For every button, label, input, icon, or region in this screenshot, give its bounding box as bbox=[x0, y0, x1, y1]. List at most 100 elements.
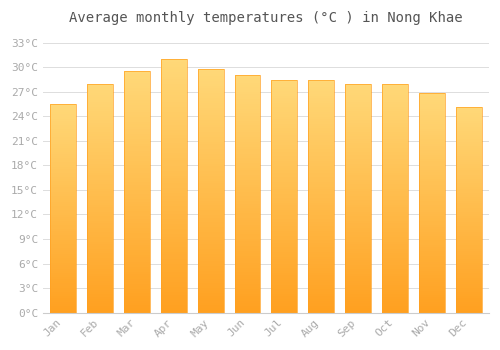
Bar bbox=[345, 237, 371, 239]
Bar bbox=[456, 158, 481, 160]
Bar bbox=[345, 253, 371, 255]
Bar bbox=[124, 240, 150, 243]
Bar bbox=[419, 135, 444, 137]
Bar bbox=[456, 275, 481, 278]
Bar bbox=[308, 222, 334, 224]
Bar bbox=[161, 308, 186, 310]
Bar bbox=[419, 186, 444, 188]
Bar bbox=[87, 237, 113, 239]
Bar bbox=[382, 171, 408, 173]
Bar bbox=[161, 120, 186, 122]
Bar bbox=[419, 118, 444, 120]
Bar bbox=[308, 163, 334, 166]
Bar bbox=[87, 95, 113, 97]
Bar bbox=[345, 235, 371, 237]
Bar bbox=[419, 148, 444, 150]
Bar bbox=[161, 122, 186, 125]
Bar bbox=[198, 105, 224, 108]
Bar bbox=[161, 107, 186, 110]
Bar bbox=[419, 300, 444, 302]
Bar bbox=[419, 128, 444, 131]
Bar bbox=[308, 196, 334, 198]
Bar bbox=[272, 245, 297, 247]
Bar bbox=[124, 91, 150, 93]
Bar bbox=[234, 118, 260, 120]
Bar bbox=[456, 232, 481, 234]
Bar bbox=[382, 256, 408, 258]
Bar bbox=[161, 239, 186, 241]
Bar bbox=[419, 260, 444, 262]
Bar bbox=[272, 266, 297, 268]
Bar bbox=[50, 294, 76, 296]
Bar bbox=[124, 202, 150, 204]
Bar bbox=[50, 131, 76, 133]
Bar bbox=[124, 107, 150, 110]
Bar bbox=[161, 110, 186, 112]
Bar bbox=[456, 115, 481, 117]
Bar bbox=[272, 259, 297, 261]
Bar bbox=[345, 143, 371, 146]
Bar bbox=[382, 221, 408, 223]
Bar bbox=[456, 216, 481, 218]
Bar bbox=[50, 265, 76, 267]
Bar bbox=[382, 301, 408, 303]
Title: Average monthly temperatures (°C ) in Nong Khae: Average monthly temperatures (°C ) in No… bbox=[69, 11, 462, 25]
Bar bbox=[198, 159, 224, 161]
Bar bbox=[50, 281, 76, 284]
Bar bbox=[272, 166, 297, 168]
Bar bbox=[198, 149, 224, 152]
Bar bbox=[234, 211, 260, 213]
Bar bbox=[345, 166, 371, 168]
Bar bbox=[161, 206, 186, 209]
Bar bbox=[345, 196, 371, 198]
Bar bbox=[456, 253, 481, 255]
Bar bbox=[308, 149, 334, 152]
Bar bbox=[456, 113, 481, 115]
Bar bbox=[87, 292, 113, 294]
Bar bbox=[345, 301, 371, 303]
Bar bbox=[161, 62, 186, 64]
Bar bbox=[50, 117, 76, 119]
Bar bbox=[419, 133, 444, 135]
Bar bbox=[234, 113, 260, 116]
Bar bbox=[124, 93, 150, 96]
Bar bbox=[382, 292, 408, 294]
Bar bbox=[198, 76, 224, 79]
Bar bbox=[419, 240, 444, 243]
Bar bbox=[161, 265, 186, 267]
Bar bbox=[198, 223, 224, 225]
Bar bbox=[308, 117, 334, 119]
Bar bbox=[87, 104, 113, 106]
Bar bbox=[50, 225, 76, 227]
Bar bbox=[87, 276, 113, 278]
Bar bbox=[345, 299, 371, 301]
Bar bbox=[419, 205, 444, 208]
Bar bbox=[87, 198, 113, 201]
Bar bbox=[87, 93, 113, 95]
Bar bbox=[419, 177, 444, 179]
Bar bbox=[419, 229, 444, 232]
Bar bbox=[87, 134, 113, 136]
Bar bbox=[382, 164, 408, 166]
Bar bbox=[308, 310, 334, 313]
Bar bbox=[382, 152, 408, 155]
Bar bbox=[87, 113, 113, 116]
Bar bbox=[50, 188, 76, 190]
Bar bbox=[124, 211, 150, 214]
Bar bbox=[124, 243, 150, 245]
Bar bbox=[419, 203, 444, 205]
Bar bbox=[308, 203, 334, 205]
Bar bbox=[272, 210, 297, 212]
Bar bbox=[345, 246, 371, 248]
Bar bbox=[50, 258, 76, 260]
Bar bbox=[234, 106, 260, 108]
Bar bbox=[272, 173, 297, 175]
Bar bbox=[161, 277, 186, 280]
Bar bbox=[345, 281, 371, 283]
Bar bbox=[234, 92, 260, 94]
Bar bbox=[308, 306, 334, 308]
Bar bbox=[198, 196, 224, 198]
Bar bbox=[308, 292, 334, 294]
Bar bbox=[50, 121, 76, 123]
Bar bbox=[161, 183, 186, 186]
